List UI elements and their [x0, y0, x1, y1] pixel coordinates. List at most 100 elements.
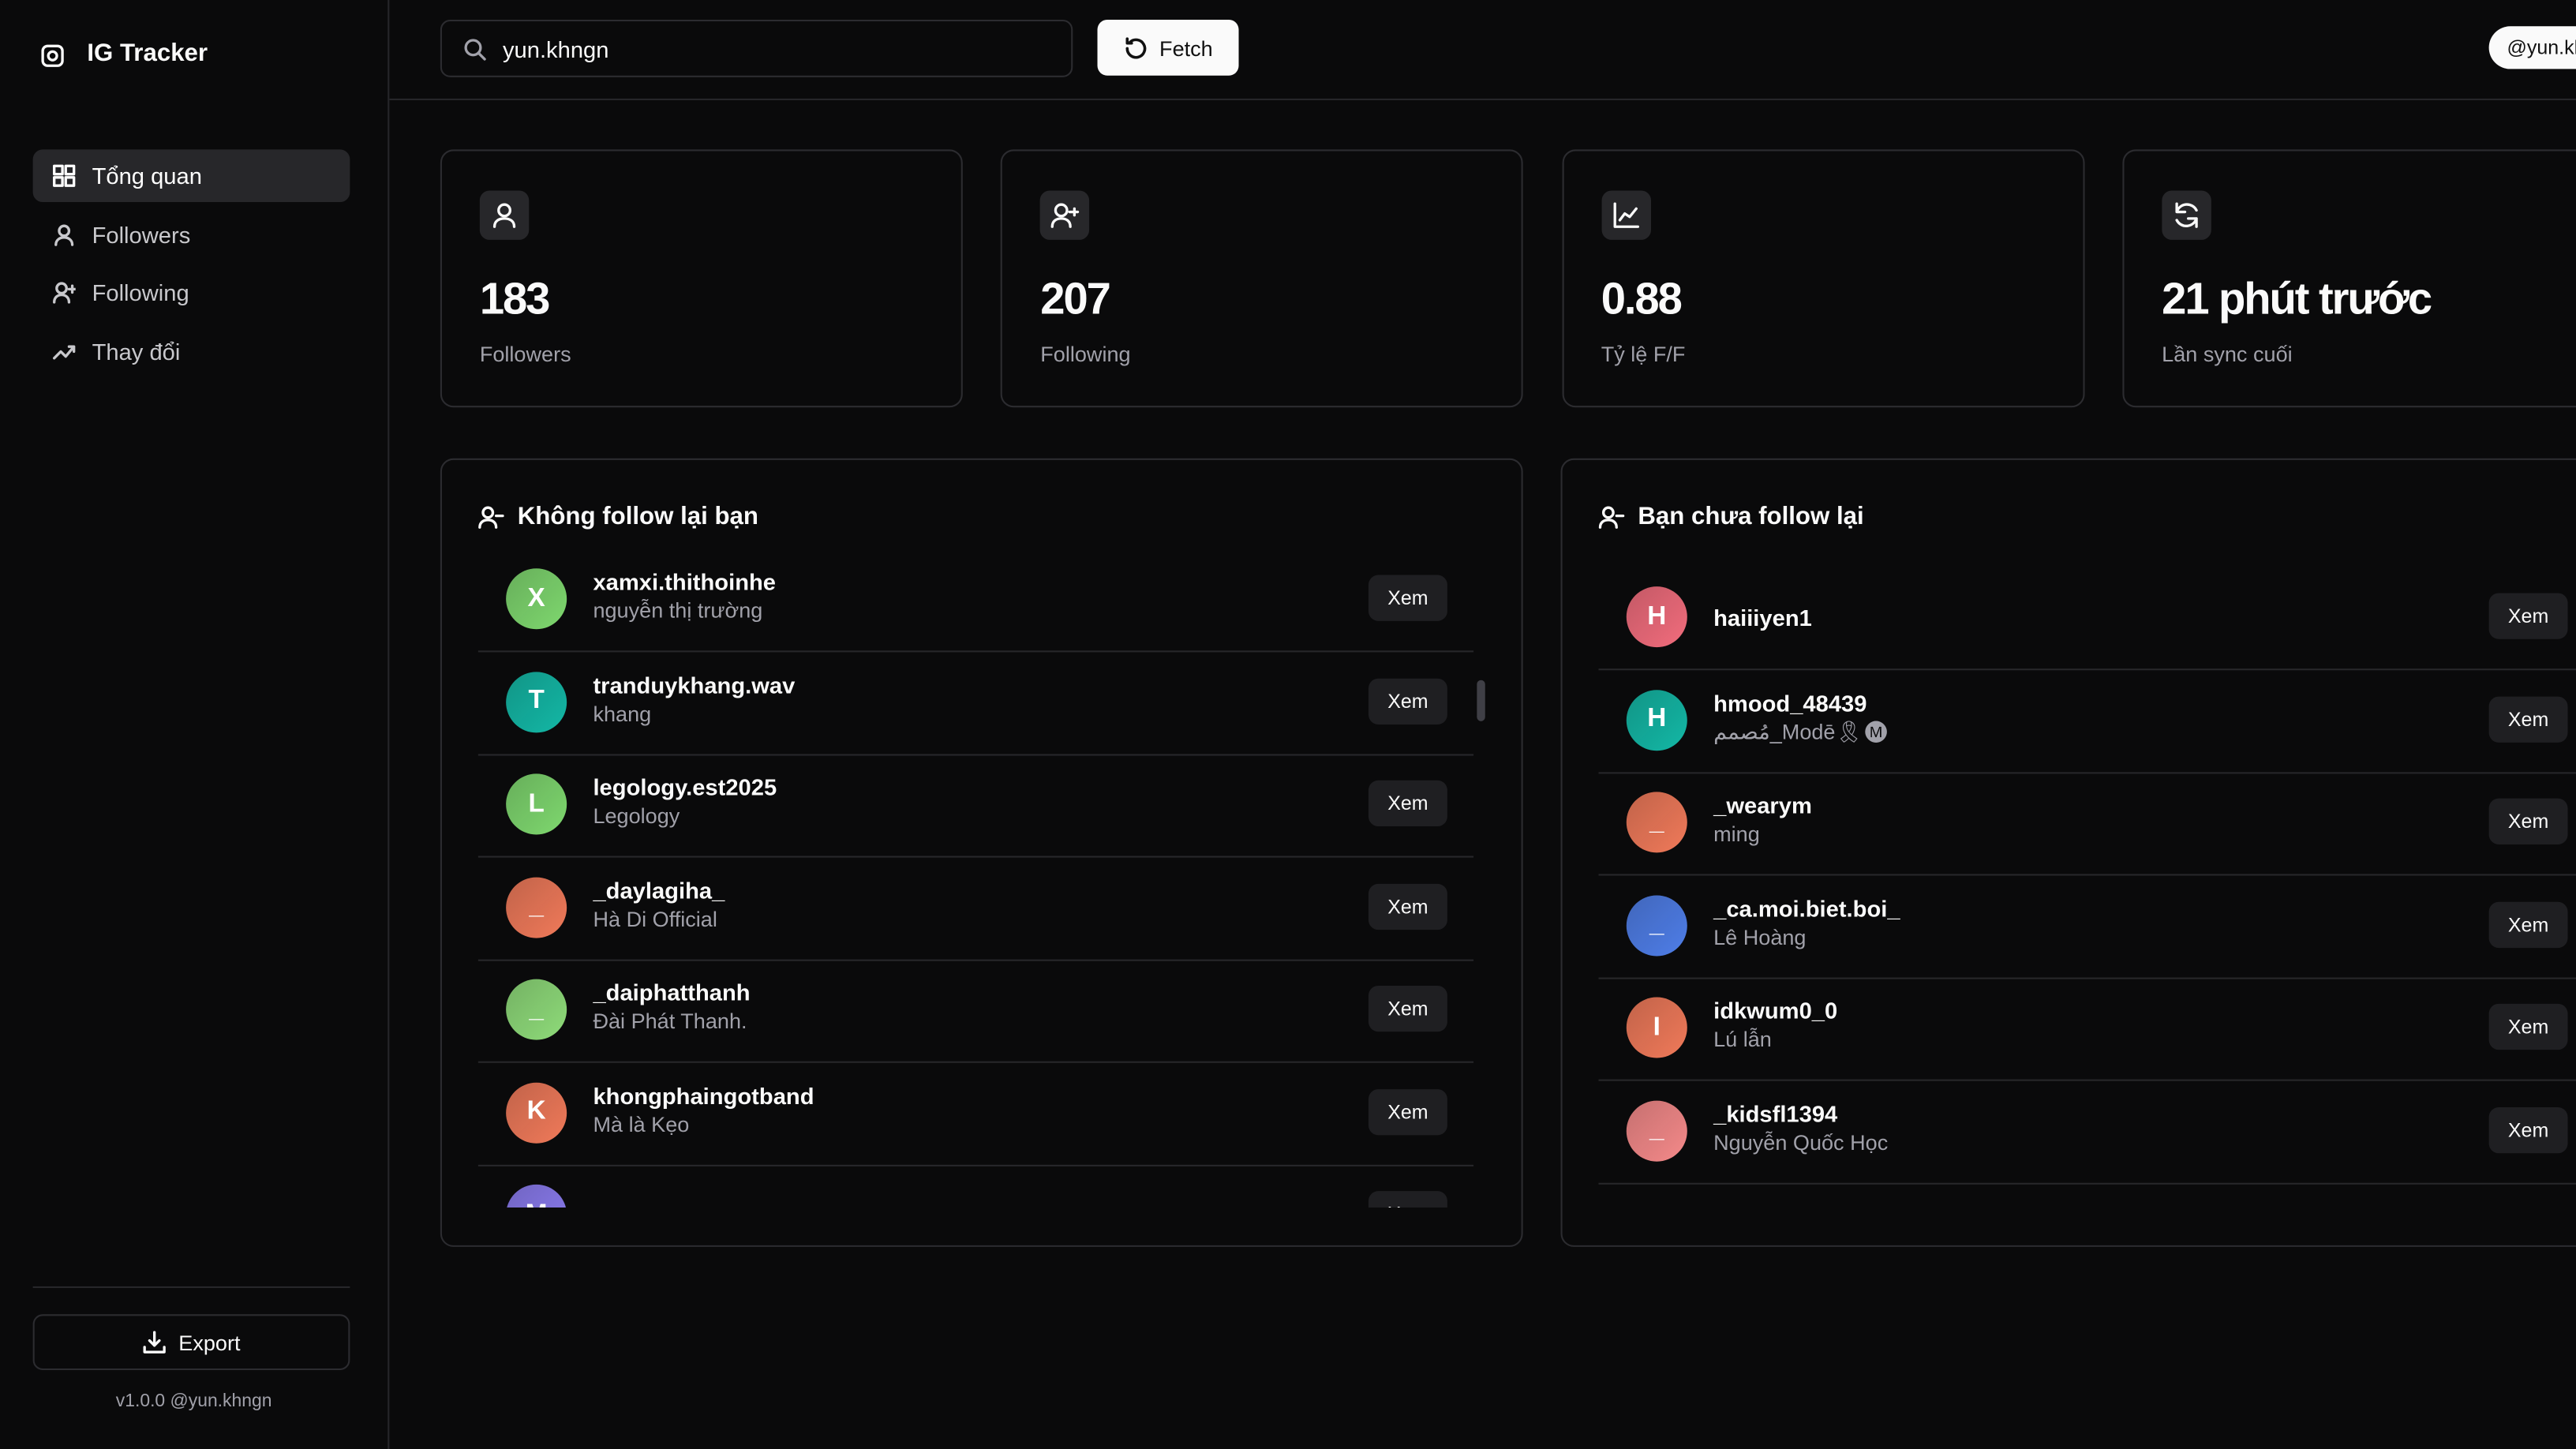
stat-icon [2162, 190, 2211, 240]
nav-label: Tổng quan [92, 163, 202, 189]
panel-title: Bạn chưa follow lại [1638, 502, 1864, 531]
avatar: X [506, 568, 567, 630]
stat-card: 0.88 Tỷ lệ F/F [1561, 149, 2084, 408]
view-button[interactable]: Xem [1368, 1191, 1447, 1208]
nav-item[interactable]: Tổng quan [32, 149, 350, 203]
panel-title: Không follow lại bạn [517, 502, 758, 531]
username: _wearym [1713, 792, 1812, 818]
avatar: K [506, 1081, 567, 1143]
username: khongphaingotband [593, 1081, 814, 1109]
divider [32, 1286, 350, 1288]
display-name: مُصمم_Modē🎗Ⓜ [1713, 718, 1890, 743]
view-button[interactable]: Xem [2488, 900, 2568, 948]
display-name: Nguyễn Quốc Học [1713, 1129, 1889, 1155]
username: minh_toc [593, 1203, 695, 1208]
view-button[interactable]: Xem [2488, 593, 2568, 639]
fetch-label: Fetch [1159, 35, 1213, 60]
avatar: L [506, 773, 567, 835]
username: _daylagiha_ [593, 876, 725, 903]
panel-header: Bạn chưa follow lại [1598, 502, 1864, 531]
avatar: _ [1626, 1099, 1687, 1161]
username: _ca.moi.biet.boi_ [1713, 894, 1900, 921]
avatar: H [1626, 689, 1687, 751]
stat-icon [479, 190, 530, 240]
stat-card: 21 phút trước Lần sync cuối [2122, 149, 2576, 408]
user-row: Mminh_toc Xem [478, 1165, 1473, 1208]
search-value: yun.khngn [502, 35, 609, 62]
stat-label: Lần sync cuối [2162, 341, 2293, 367]
nav-label: Following [92, 279, 189, 306]
view-button[interactable]: Xem [2488, 798, 2568, 844]
avatar: _ [1626, 894, 1687, 956]
stat-label: Tỷ lệ F/F [1601, 341, 1686, 367]
stat-card: 183 Followers [440, 149, 963, 408]
username: tranduykhang.wav [593, 671, 796, 698]
username: hmood_48439 [1713, 689, 1867, 716]
user-row: _ _ca.moi.biet.boi_ Lê Hoàng Xem [1598, 874, 2576, 979]
app-name: IG Tracker [87, 39, 208, 68]
display-name: Lê Hoàng [1713, 923, 1807, 949]
search-box[interactable]: yun.khngn [440, 19, 1073, 77]
user-row: _ _daiphatthanh Đài Phát Thanh. Xem [477, 960, 1474, 1063]
avatar: _ [1626, 792, 1687, 853]
scrollbar [1477, 680, 1485, 721]
display-name: nguyễn thị trường [593, 597, 763, 623]
stat-value: 207 [1040, 274, 1111, 324]
stat-label: Following [1040, 341, 1131, 367]
topbar-border [389, 98, 2576, 100]
export-button[interactable]: Export [32, 1314, 350, 1371]
avatar: _ [506, 876, 567, 938]
display-name: Đài Phát Thanh. [593, 1009, 747, 1034]
export-label: Export [178, 1330, 241, 1355]
username: idkwum0_0 [1713, 997, 1838, 1024]
username: xamxi.thithoinhe [593, 568, 777, 595]
panel-header: Không follow lại bạn [478, 503, 758, 530]
version: v1.0.0 @yun.khngn [115, 1391, 272, 1412]
display-name: Hà Di Official [593, 906, 717, 931]
display-name: Legology [593, 803, 680, 829]
stat-card: 207 Following [1001, 149, 1524, 408]
display-name: Mà là Kẹo [593, 1111, 690, 1136]
nav-item[interactable]: Followers [33, 208, 350, 261]
display-name: khang [593, 700, 652, 726]
view-button[interactable]: Xem [2488, 1003, 2568, 1050]
view-button[interactable]: Xem [2488, 1106, 2568, 1153]
user-row: _ _daylagiha_ Hà Di Official Xem [477, 857, 1474, 960]
view-button[interactable]: Xem [1368, 1088, 1447, 1135]
nav-item[interactable]: Following [33, 266, 350, 319]
view-button[interactable]: Xem [1368, 780, 1447, 827]
view-button[interactable]: Xem [1368, 575, 1447, 621]
stat-label: Followers [479, 341, 571, 367]
avatar: T [506, 671, 567, 732]
user-badge[interactable]: @yun.khngn [2488, 26, 2576, 69]
view-button[interactable]: Xem [2488, 695, 2568, 742]
view-button[interactable]: Xem [1368, 985, 1447, 1032]
stat-value: 0.88 [1601, 274, 1683, 324]
nav-label: Thay đổi [92, 338, 181, 365]
avatar: H [1626, 586, 1687, 648]
fetch-button[interactable]: Fetch [1097, 19, 1239, 76]
view-button[interactable]: Xem [1368, 882, 1447, 930]
display-name: ming [1713, 821, 1760, 847]
view-button[interactable]: Xem [1368, 677, 1447, 724]
username: _daiphatthanh [593, 979, 751, 1005]
avatar: _ [506, 979, 567, 1040]
nav-item[interactable]: Thay đổi [33, 325, 350, 378]
avatar: I [1626, 997, 1687, 1058]
username: _kidsfl1394 [1713, 1099, 1838, 1126]
